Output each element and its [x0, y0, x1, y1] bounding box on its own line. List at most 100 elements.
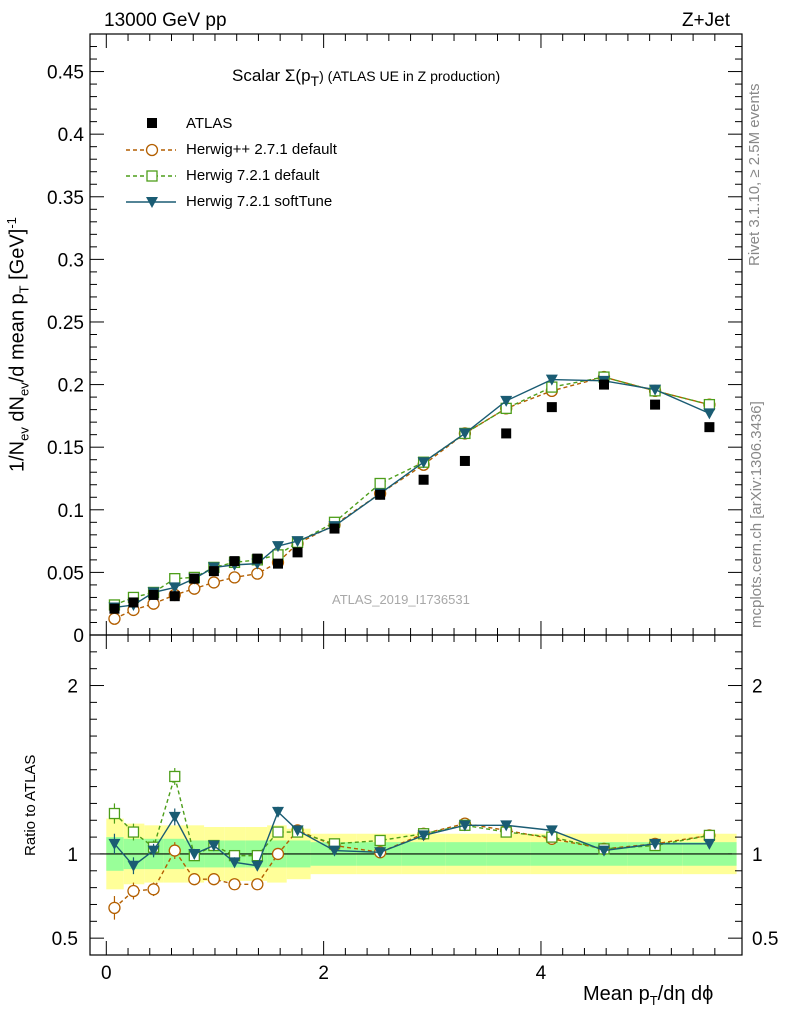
point-atlas: [418, 474, 429, 485]
point-atlas: [598, 379, 609, 390]
point-atlas: [459, 455, 470, 466]
y-tick-label: 0.05: [47, 563, 84, 584]
ratio-point-herwig-7-2-1-softtune: [188, 848, 201, 860]
ratio-point-herwig-7-2-1-softtune: [147, 845, 160, 857]
title-sub: T: [310, 73, 320, 89]
point-herwig-2-7-1-default: [251, 567, 264, 580]
process-label: Z+Jet: [681, 10, 730, 31]
ratio-point-herwig-2-7-1-default: [147, 883, 160, 896]
point-herwig-7-2-1-softtune: [271, 541, 284, 553]
analysis-watermark: ATLAS_2019_I1736531: [332, 592, 470, 607]
series-line-herwig-7-2-1-default: [114, 376, 710, 606]
point-atlas: [189, 573, 200, 584]
point-atlas: [109, 603, 120, 614]
point-herwig-7-2-1-softtune: [649, 384, 662, 396]
ratio-point-herwig-7-2-1-softtune: [374, 847, 387, 859]
ratio-point-herwig-7-2-1-default: [127, 826, 140, 838]
ratio-point-herwig-2-7-1-default: [251, 878, 264, 891]
title-prefix: Scalar Σ(p: [232, 66, 311, 85]
point-atlas: [128, 597, 139, 608]
series-line-herwig-7-2-1-softtune: [114, 378, 710, 609]
y-tick-label: 0.1: [58, 501, 84, 522]
ratio-y-tick-label-right: 0.5: [752, 929, 778, 950]
ratio-point-herwig-7-2-1-softtune: [703, 838, 716, 850]
ratio-point-herwig-7-2-1-softtune: [271, 806, 284, 818]
ratio-point-herwig-7-2-1-default: [108, 807, 121, 820]
ratio-point-herwig-7-2-1-softtune: [251, 860, 264, 872]
x-tick-label: 4: [536, 963, 547, 984]
point-herwig-7-2-1-softtune: [458, 428, 471, 440]
point-herwig-7-2-1-softtune: [168, 582, 181, 594]
chart-title: Scalar Σ(pT) (ATLAS UE in Z production): [232, 66, 501, 89]
point-atlas: [329, 523, 340, 534]
ratio-y-tick-label: 2: [67, 677, 78, 698]
point-atlas: [148, 589, 159, 600]
ratio-point-herwig-7-2-1-softtune: [649, 838, 662, 850]
ratio-point-herwig-2-7-1-default: [108, 901, 121, 914]
legend-label-softtune: Herwig 7.2.1 softTune: [186, 193, 333, 210]
y-tick-label: 0.3: [58, 250, 84, 271]
point-atlas: [292, 547, 303, 558]
ratio-point-herwig-7-2-1-default: [374, 834, 386, 847]
legend-marker-herwig-7-2-1-softtune: [146, 197, 158, 208]
x-tick-label: 2: [318, 963, 329, 984]
ratio-y-tick-label: 0.5: [52, 929, 78, 950]
ratio-y-tick-label-right: 2: [752, 677, 763, 698]
point-herwig-2-7-1-default: [108, 612, 121, 625]
x-tick-label: 0: [101, 963, 112, 984]
y-tick-label: 0: [73, 626, 84, 647]
y-tick-label: 0.4: [58, 125, 85, 146]
y-tick-label: 0.2: [58, 376, 84, 397]
ratio-y-tick-label-right: 1: [752, 845, 763, 866]
legend-marker-herwig-7-2-1-default: [146, 170, 158, 182]
ratio-point-herwig-7-2-1-default: [272, 826, 284, 838]
ratio-point-herwig-7-2-1-softtune: [291, 825, 304, 837]
ratio-point-herwig-7-2-1-softtune: [500, 820, 513, 832]
series-line-herwig-2-7-1-default: [114, 376, 710, 620]
ratio-point-herwig-2-7-1-default: [168, 844, 181, 857]
y-tick-label: 0.35: [47, 188, 84, 209]
point-atlas: [252, 553, 263, 564]
title-suffix: ) (ATLAS UE in Z production): [319, 68, 501, 84]
y-tick-label: 0.15: [47, 438, 84, 459]
point-atlas: [208, 566, 219, 577]
point-herwig-7-2-1-default: [169, 573, 181, 585]
point-atlas: [704, 422, 715, 433]
ratio-point-herwig-2-7-1-default: [127, 884, 140, 898]
legend-label-atlas: ATLAS: [186, 115, 233, 132]
ratio-point-herwig-2-7-1-default: [188, 873, 201, 886]
point-atlas: [546, 402, 557, 413]
ratio-point-herwig-2-7-1-default: [228, 878, 241, 891]
point-herwig-2-7-1-default: [228, 571, 241, 584]
ratio-point-herwig-2-7-1-default: [271, 847, 285, 861]
ratio-point-herwig-7-2-1-softtune: [168, 811, 181, 823]
ratio-point-herwig-7-2-1-softtune: [458, 820, 471, 832]
ratio-point-herwig-2-7-1-default: [207, 873, 221, 886]
ratio-point-herwig-7-2-1-default: [169, 770, 181, 783]
ratio-point-herwig-7-2-1-softtune: [328, 845, 341, 857]
point-herwig-7-2-1-softtune: [500, 395, 513, 407]
ratio-point-herwig-7-2-1-default: [251, 849, 263, 862]
ratio-point-herwig-7-2-1-softtune: [417, 830, 430, 842]
point-herwig-7-2-1-default: [374, 477, 386, 490]
x-axis-title: Mean pT/dη dϕ: [583, 983, 714, 1008]
point-herwig-7-2-1-softtune: [703, 408, 716, 420]
point-atlas: [272, 558, 283, 569]
point-herwig-7-2-1-softtune: [417, 457, 430, 469]
ratio-y-tick-label: 1: [67, 845, 78, 866]
point-atlas: [650, 399, 661, 410]
y-axis-title: 1/Nev dNev/d mean pT [GeV]-1: [4, 217, 32, 472]
point-herwig-7-2-1-default: [703, 398, 716, 411]
ratio-point-herwig-7-2-1-softtune: [108, 838, 121, 850]
point-atlas: [501, 428, 512, 439]
point-herwig-7-2-1-softtune: [545, 374, 558, 386]
y-tick-label: 0.45: [47, 63, 84, 84]
point-atlas: [169, 591, 180, 602]
point-atlas: [375, 489, 386, 500]
y-tick-label: 0.25: [47, 313, 84, 334]
energy-label: 13000 GeV pp: [104, 10, 227, 31]
ratio-point-herwig-7-2-1-softtune: [127, 860, 140, 872]
mcplots-label: mcplots.cern.ch [arXiv:1306.3436]: [748, 401, 765, 628]
point-herwig-2-7-1-default: [188, 582, 201, 595]
